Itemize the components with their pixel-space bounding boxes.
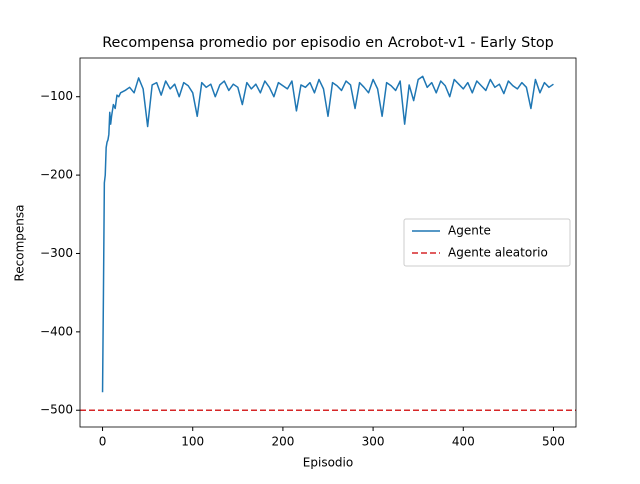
- y-tick-label: −400: [40, 324, 73, 338]
- x-tick-label: 0: [99, 435, 107, 449]
- x-tick-label: 100: [181, 435, 204, 449]
- x-tick-label: 300: [362, 435, 385, 449]
- legend-label: Agente aleatorio: [448, 246, 548, 260]
- x-tick-label: 400: [452, 435, 475, 449]
- y-tick-label: −100: [40, 89, 73, 103]
- y-tick-label: −200: [40, 168, 73, 182]
- chart-title: Recompensa promedio por episodio en Acro…: [102, 35, 554, 51]
- x-tick-label: 500: [542, 435, 565, 449]
- y-tick-label: −500: [40, 403, 73, 417]
- legend-label: Agente: [448, 224, 491, 238]
- x-tick-label: 200: [271, 435, 294, 449]
- line-series: [101, 75, 554, 393]
- legend-box: [403, 218, 571, 267]
- y-tick-label: −300: [40, 246, 73, 260]
- x-axis-label: Episodio: [303, 456, 353, 470]
- y-axis-label: Recompensa: [13, 204, 27, 281]
- plot-frame: [79, 57, 577, 428]
- legend: Agente Agente aleatorio: [403, 218, 571, 267]
